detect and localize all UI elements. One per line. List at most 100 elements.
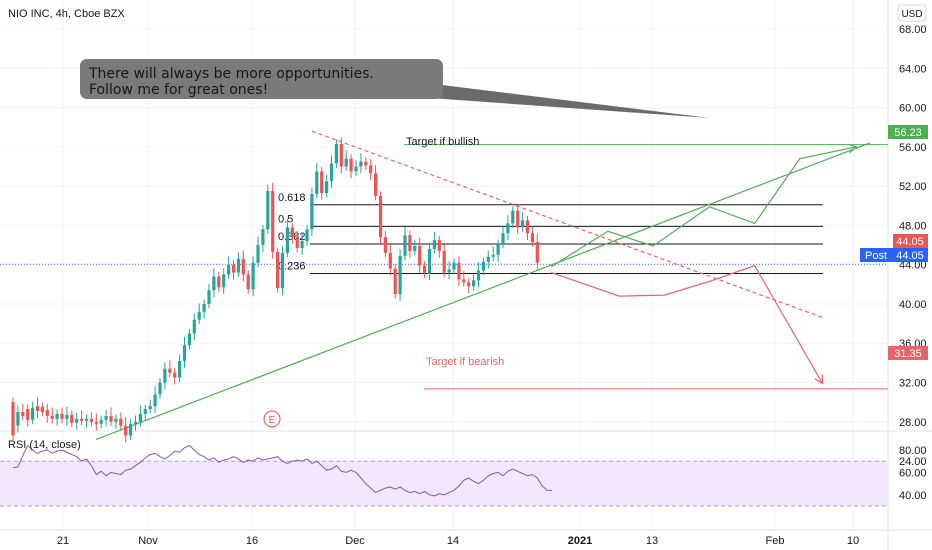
- candle[interactable]: [496, 239, 500, 262]
- candle[interactable]: [320, 166, 324, 200]
- candle[interactable]: [305, 224, 309, 246]
- candle[interactable]: [187, 329, 191, 350]
- candle[interactable]: [408, 230, 412, 258]
- candle[interactable]: [45, 403, 49, 423]
- candle[interactable]: [423, 261, 427, 278]
- candle[interactable]: [369, 159, 373, 181]
- candle[interactable]: [467, 277, 471, 294]
- candle[interactable]: [153, 385, 157, 413]
- candle[interactable]: [192, 313, 196, 341]
- candle[interactable]: [476, 262, 481, 288]
- candle[interactable]: [491, 246, 495, 262]
- candle[interactable]: [16, 405, 20, 433]
- candle[interactable]: [378, 191, 383, 245]
- currency-badge[interactable]: USD: [897, 4, 927, 22]
- candle[interactable]: [388, 244, 392, 276]
- candle[interactable]: [246, 270, 250, 294]
- candle[interactable]: [271, 182, 275, 259]
- candle[interactable]: [173, 368, 177, 385]
- candle[interactable]: [138, 405, 142, 427]
- candle[interactable]: [99, 415, 103, 429]
- candle[interactable]: [60, 407, 64, 424]
- candle[interactable]: [231, 260, 236, 280]
- candle[interactable]: [462, 271, 466, 287]
- candle[interactable]: [427, 242, 432, 281]
- candle[interactable]: [437, 235, 441, 258]
- candle[interactable]: [413, 239, 417, 256]
- candle[interactable]: [124, 417, 128, 443]
- candle[interactable]: [276, 247, 280, 293]
- candle[interactable]: [40, 402, 44, 417]
- candle[interactable]: [182, 336, 187, 368]
- candle[interactable]: [516, 204, 520, 235]
- earnings-marker[interactable]: E: [263, 410, 281, 428]
- candle[interactable]: [374, 165, 378, 201]
- candle[interactable]: [133, 415, 138, 431]
- candle[interactable]: [481, 257, 485, 275]
- candle[interactable]: [266, 184, 270, 234]
- candle[interactable]: [143, 404, 147, 421]
- candle[interactable]: [432, 231, 436, 254]
- candle[interactable]: [236, 252, 240, 277]
- candle[interactable]: [359, 153, 363, 174]
- candle[interactable]: [70, 410, 74, 428]
- candle[interactable]: [119, 412, 123, 431]
- candle[interactable]: [285, 219, 289, 258]
- candle[interactable]: [55, 409, 59, 426]
- candle[interactable]: [349, 154, 353, 179]
- candle[interactable]: [11, 397, 15, 440]
- candle[interactable]: [403, 226, 407, 261]
- candle[interactable]: [148, 399, 152, 414]
- candle[interactable]: [21, 403, 25, 421]
- candle[interactable]: [256, 236, 260, 268]
- candle[interactable]: [84, 414, 89, 428]
- candle[interactable]: [207, 283, 211, 309]
- candle[interactable]: [94, 413, 98, 431]
- candle[interactable]: [452, 258, 456, 275]
- candle[interactable]: [442, 244, 446, 277]
- candle[interactable]: [114, 414, 118, 429]
- candle[interactable]: [486, 250, 490, 269]
- candle[interactable]: [50, 407, 54, 424]
- candle[interactable]: [535, 233, 539, 270]
- candle[interactable]: [290, 222, 294, 245]
- candle[interactable]: [383, 230, 387, 258]
- candle[interactable]: [163, 362, 167, 390]
- candle[interactable]: [197, 303, 201, 325]
- candle[interactable]: [334, 139, 338, 168]
- candle[interactable]: [202, 299, 206, 319]
- candle[interactable]: [222, 268, 226, 295]
- candle[interactable]: [295, 230, 299, 253]
- candle[interactable]: [393, 264, 397, 299]
- candle[interactable]: [212, 268, 216, 298]
- candle[interactable]: [310, 187, 314, 237]
- candle[interactable]: [251, 256, 255, 297]
- candle[interactable]: [511, 206, 515, 228]
- candle[interactable]: [525, 216, 530, 241]
- candle[interactable]: [472, 274, 476, 291]
- candle[interactable]: [129, 419, 133, 440]
- candle[interactable]: [398, 249, 402, 302]
- candle[interactable]: [418, 237, 422, 273]
- candle[interactable]: [89, 412, 93, 427]
- candle[interactable]: [31, 401, 35, 425]
- candle[interactable]: [457, 256, 461, 287]
- candle[interactable]: [75, 412, 79, 430]
- candle[interactable]: [329, 155, 334, 189]
- candle[interactable]: [158, 378, 162, 399]
- candle[interactable]: [26, 404, 30, 427]
- candle[interactable]: [339, 137, 343, 174]
- candle[interactable]: [178, 354, 182, 383]
- candle[interactable]: [280, 246, 285, 296]
- candle[interactable]: [104, 409, 108, 427]
- candle[interactable]: [501, 226, 505, 249]
- candle[interactable]: [506, 215, 510, 241]
- candle[interactable]: [325, 174, 329, 198]
- candle[interactable]: [300, 232, 304, 255]
- candle[interactable]: [217, 272, 221, 292]
- candle[interactable]: [65, 406, 69, 426]
- candle[interactable]: [344, 150, 348, 171]
- candle[interactable]: [35, 397, 40, 418]
- candle[interactable]: [315, 163, 319, 199]
- candle[interactable]: [261, 224, 265, 252]
